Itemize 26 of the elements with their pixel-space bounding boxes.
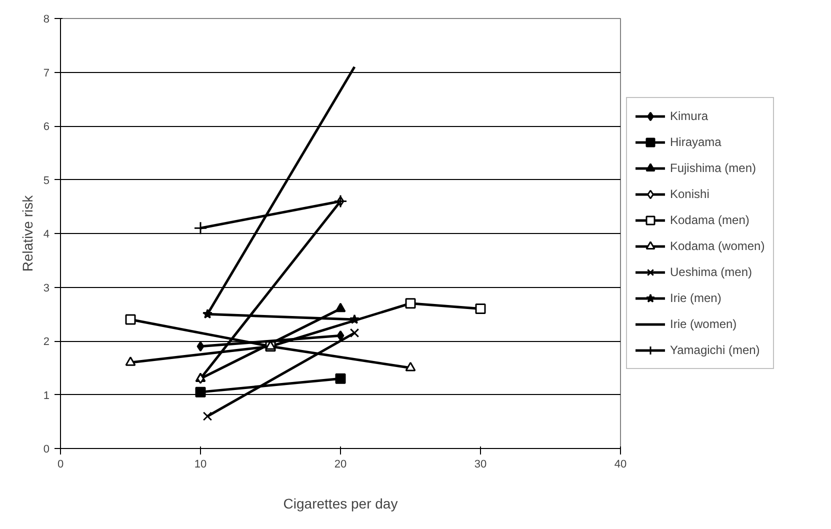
- x-tick-label: 40: [614, 458, 627, 470]
- x-tick-label: 20: [334, 458, 347, 470]
- legend-label: Irie (men): [670, 291, 722, 305]
- legend-label: Ueshima (men): [670, 265, 752, 279]
- legend-label: Kimura: [670, 109, 708, 123]
- x-tick-label: 30: [474, 458, 487, 470]
- y-tick-label: 1: [43, 390, 50, 402]
- y-tick-label: 8: [43, 14, 50, 26]
- legend-label: Kodama (men): [670, 213, 750, 227]
- x-tick-label: 0: [57, 458, 64, 470]
- y-tick-label: 3: [43, 282, 50, 294]
- y-tick-label: 5: [43, 174, 50, 187]
- x-tick-label: 10: [194, 458, 207, 470]
- y-tick-label: 7: [43, 67, 50, 80]
- legend-label: Konishi: [670, 187, 710, 201]
- y-tick-label: 4: [43, 228, 50, 240]
- y-tick-label: 0: [43, 444, 50, 456]
- legend-label: Fujishima (men): [670, 161, 756, 175]
- y-axis-title: Relative risk: [19, 194, 36, 272]
- y-tick-label: 2: [43, 336, 50, 348]
- legend-label: Irie (women): [670, 317, 737, 331]
- legend-label: Kodama (women): [670, 239, 765, 253]
- legend-label: Hirayama: [670, 135, 722, 149]
- y-tick-label: 6: [43, 121, 50, 133]
- x-axis-title: Cigarettes per day: [283, 496, 398, 512]
- legend-label: Yamagichi (men): [670, 343, 760, 357]
